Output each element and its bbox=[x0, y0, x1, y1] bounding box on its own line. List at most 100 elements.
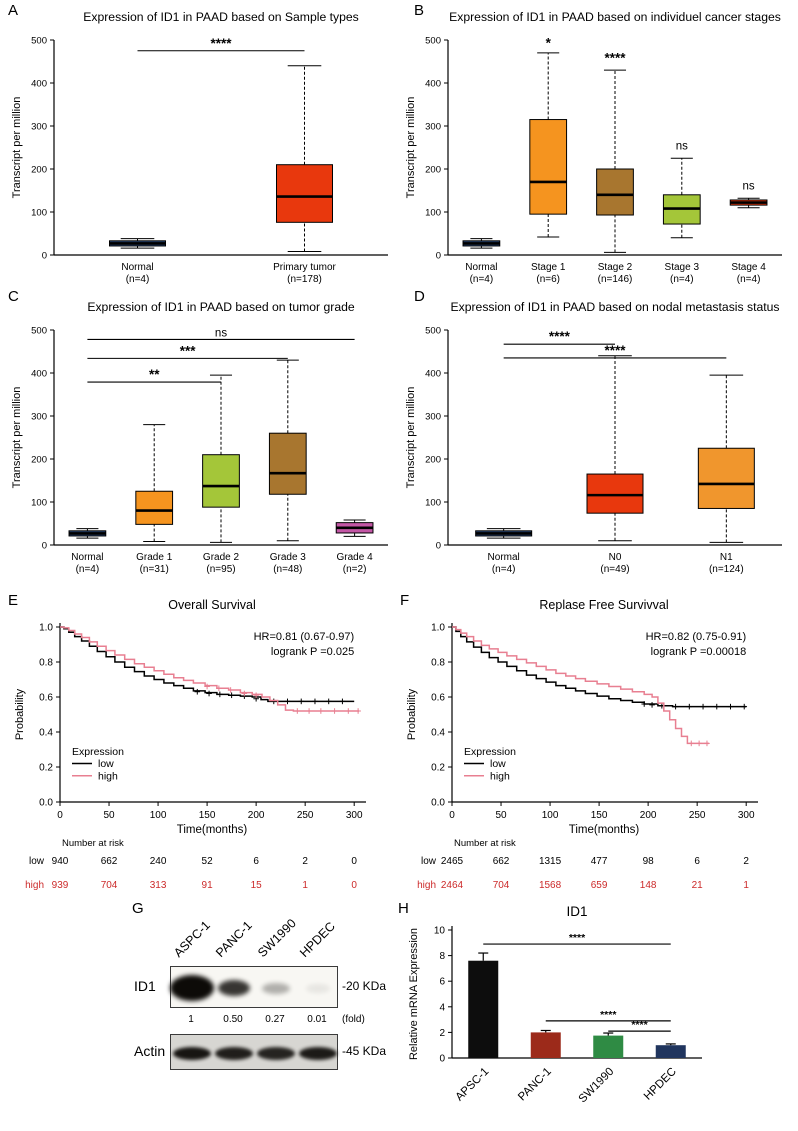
panel-h-mrna-expression-bar-chart: ID1 0 2 4 6 8 10 Relative mRNA Expression APSC-1… bbox=[408, 904, 702, 1105]
group-n-label: (n=4) bbox=[670, 274, 694, 285]
legend-label: high bbox=[98, 770, 118, 782]
lane-label: HPDEC bbox=[297, 919, 338, 960]
chart-title: Expression of ID1 in PAAD based on nodal… bbox=[450, 300, 779, 314]
hazard-ratio-text: HR=0.82 (0.75-0.91) bbox=[646, 631, 747, 643]
y-tick-label: 0.4 bbox=[431, 728, 445, 739]
risk-count: 15 bbox=[251, 880, 263, 891]
hazard-ratio-text: HR=0.81 (0.67-0.97) bbox=[254, 631, 355, 643]
blot-protein-label: ID1 bbox=[134, 978, 156, 994]
sig-label: ns bbox=[743, 181, 755, 193]
x-tick-label: 50 bbox=[103, 810, 115, 821]
y-tick-label: 100 bbox=[425, 498, 441, 509]
y-tick-label: 10 bbox=[434, 926, 446, 937]
bar bbox=[468, 960, 499, 1058]
box bbox=[202, 454, 240, 508]
y-tick-label: 500 bbox=[31, 326, 47, 337]
protein-band bbox=[218, 980, 250, 996]
risk-count: 2 bbox=[302, 856, 308, 867]
y-tick-label: 0 bbox=[42, 251, 47, 262]
x-tick-label: 300 bbox=[346, 810, 363, 821]
sig-label: **** bbox=[600, 1009, 617, 1021]
group-label: Stage 2 bbox=[598, 262, 633, 273]
risk-row-label: low bbox=[421, 856, 437, 867]
x-axis-title: Time(months) bbox=[569, 824, 640, 836]
protein-band bbox=[215, 1046, 253, 1060]
risk-count: 704 bbox=[493, 880, 510, 891]
group-label: Grade 4 bbox=[337, 552, 374, 563]
protein-band bbox=[262, 982, 290, 994]
risk-count: 240 bbox=[150, 856, 167, 867]
group-label: Grade 3 bbox=[270, 552, 307, 563]
sig-label: *** bbox=[180, 343, 197, 358]
risk-count: 662 bbox=[101, 856, 118, 867]
risk-count: 91 bbox=[202, 880, 214, 891]
panel-d-boxplot-nodal-metastasis: Expression of ID1 in PAAD based on nodal… bbox=[405, 300, 782, 575]
blot-protein-label: Actin bbox=[134, 1043, 166, 1059]
y-tick-label: 0.0 bbox=[431, 798, 445, 809]
risk-count: 6 bbox=[253, 856, 259, 867]
lane-label: PANC-1 bbox=[213, 918, 255, 960]
risk-count: 21 bbox=[692, 880, 704, 891]
group-n-label: (n=31) bbox=[140, 564, 169, 575]
sig-label: ** bbox=[149, 367, 160, 382]
risk-count: 1568 bbox=[539, 880, 562, 891]
y-axis-title: Transcript per million bbox=[11, 387, 23, 489]
risk-count: 940 bbox=[52, 856, 69, 867]
group-n-label: (n=4) bbox=[470, 274, 494, 285]
box bbox=[529, 119, 568, 215]
fold-value: 1 bbox=[188, 1014, 194, 1025]
panel-c-boxplot-tumor-grade: Expression of ID1 in PAAD based on tumor… bbox=[11, 300, 388, 575]
risk-count: 1 bbox=[743, 880, 749, 891]
fold-value: 0.27 bbox=[265, 1014, 285, 1025]
chart-title: ID1 bbox=[566, 904, 587, 919]
y-tick-label: 0 bbox=[42, 541, 47, 552]
panel-label-c: C bbox=[8, 288, 19, 305]
y-tick-label: 300 bbox=[31, 412, 47, 423]
x-tick-label: 0 bbox=[449, 810, 455, 821]
risk-count: 704 bbox=[101, 880, 118, 891]
sig-label: ns bbox=[215, 327, 227, 339]
km-curve-high bbox=[452, 626, 709, 745]
molecular-weight-label: -45 KDa bbox=[342, 1044, 387, 1058]
fold-unit-label: (fold) bbox=[342, 1014, 365, 1025]
bar bbox=[655, 1045, 686, 1058]
group-n-label: (n=178) bbox=[287, 274, 322, 285]
y-tick-label: 300 bbox=[425, 412, 441, 423]
y-tick-label: 0 bbox=[439, 1054, 445, 1065]
group-label: Grade 2 bbox=[203, 552, 240, 563]
box bbox=[586, 473, 644, 514]
legend-label: low bbox=[490, 758, 506, 770]
lane-label: SW1990 bbox=[255, 916, 299, 960]
panel-label-f: F bbox=[400, 592, 410, 609]
y-tick-label: 100 bbox=[31, 208, 47, 219]
y-axis-title: Probability bbox=[406, 688, 418, 740]
sig-label: ns bbox=[676, 141, 688, 153]
chart-title: Expression of ID1 in PAAD based on indiv… bbox=[449, 10, 781, 24]
lane-label: ASPC-1 bbox=[171, 918, 213, 960]
km-curve-low bbox=[452, 626, 747, 708]
group-n-label: (n=4) bbox=[126, 274, 150, 285]
y-tick-label: 300 bbox=[31, 122, 47, 133]
y-tick-label: 6 bbox=[439, 977, 445, 988]
y-tick-label: 200 bbox=[31, 455, 47, 466]
protein-band bbox=[170, 975, 214, 1001]
risk-table-header: Number at risk bbox=[454, 838, 516, 849]
group-label: Primary tumor bbox=[273, 262, 336, 273]
y-tick-label: 0.6 bbox=[431, 693, 445, 704]
group-n-label: (n=95) bbox=[206, 564, 235, 575]
y-tick-label: 0.0 bbox=[39, 798, 53, 809]
risk-count: 2 bbox=[743, 856, 749, 867]
panel-g-western-blot: ASPC-1 PANC-1 SW1990 HPDEC ID1 -20 KDa Actin -4… bbox=[130, 902, 420, 1131]
y-tick-label: 1.0 bbox=[431, 623, 445, 634]
risk-row-label: high bbox=[417, 880, 436, 891]
y-tick-label: 500 bbox=[425, 326, 441, 337]
y-axis-title: Relative mRNA Expression bbox=[408, 928, 420, 1060]
legend-title: Expression bbox=[464, 746, 516, 758]
risk-table-header: Number at risk bbox=[62, 838, 124, 849]
y-tick-label: 100 bbox=[425, 208, 441, 219]
risk-count: 0 bbox=[351, 856, 357, 867]
y-axis-title: Transcript per million bbox=[405, 387, 417, 489]
x-tick-label: 250 bbox=[689, 810, 706, 821]
